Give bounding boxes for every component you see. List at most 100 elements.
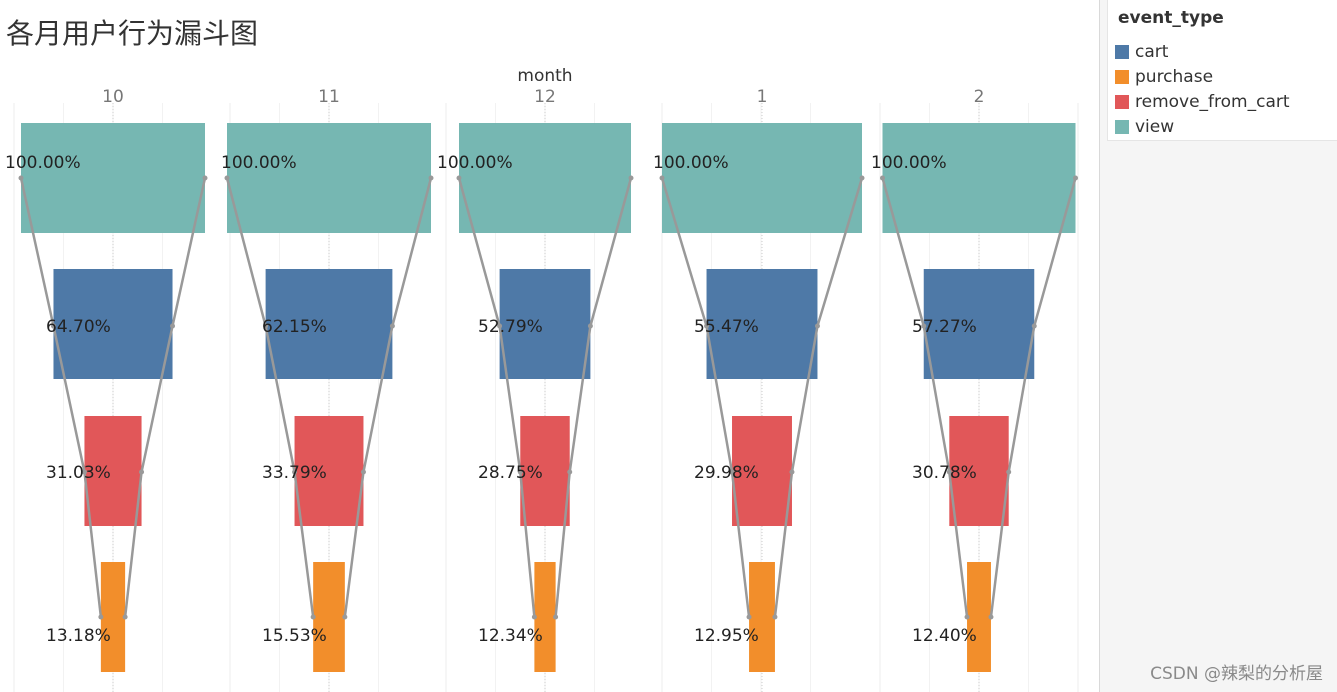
funnel-bar-cart [499,269,591,379]
funnel-bar-view [227,123,431,233]
funnel-outline-point [814,323,820,329]
data-label-cart: 57.27% [912,317,977,337]
legend-item-cart[interactable]: cart [1115,42,1168,62]
funnel-bar-view [882,123,1076,233]
chart-title: 各月用户行为漏斗图 [6,17,259,50]
data-label-cart: 62.15% [262,317,327,337]
legend-item-view[interactable]: view [1115,117,1174,137]
data-label-view: 100.00% [871,153,947,173]
data-label-remove_from_cart: 31.03% [46,463,111,483]
funnel-outline-left [19,177,103,618]
funnel-outline-right [989,177,1077,618]
funnel-outline-point [81,469,87,475]
funnel-outline-point [122,614,128,620]
funnel-outline-point [170,323,176,329]
funnel-bar-purchase [534,562,556,672]
funnel-outline-point [98,614,104,620]
funnel-bar-cart [53,269,173,379]
funnel-outline-point [988,614,994,620]
funnel-outline-point [1031,323,1037,329]
funnel-outline-right [343,177,433,618]
funnel-bar-purchase [749,562,775,672]
funnel-bar-remove_from_cart [732,416,792,526]
data-label-remove_from_cart: 28.75% [478,463,543,483]
funnel-outline-right [554,177,633,618]
funnel-bar-remove_from_cart [294,416,364,526]
funnel-outline-point [789,469,795,475]
funnel-bar-cart [706,269,818,379]
funnel-outline-left [225,177,315,618]
funnel-outline-point [1073,175,1078,181]
funnel-bar-view [21,123,205,233]
funnel-outline-point [497,323,503,329]
legend-swatch-cart [1115,45,1129,59]
month-tick-label: 10 [102,87,124,107]
funnel-outline-point [729,469,735,475]
data-label-purchase: 12.40% [912,626,977,646]
funnel-bar-purchase [313,562,345,672]
funnel-outline-point [517,469,523,475]
legend-swatch-remove-from-cart [1115,95,1129,109]
data-label-cart: 55.47% [694,317,759,337]
funnel-outline-point [567,469,573,475]
funnel-outline-right [773,177,864,618]
month-tick-label: 11 [318,87,340,107]
legend-label-view: view [1135,117,1175,137]
funnel-outline-point [704,323,710,329]
funnel-outline-point [50,323,56,329]
data-label-purchase: 13.18% [46,626,111,646]
watermark: CSDN @辣梨的分析屋 [1150,664,1323,684]
funnel-outline-right [123,177,207,618]
funnel-outline-point [587,323,593,329]
funnel-bar-view [459,123,631,233]
legend-label-cart: cart [1135,42,1169,62]
month-tick-label: 1 [757,87,768,107]
funnel-bar-purchase [100,562,126,672]
funnel-outline-point [139,469,145,475]
x-axis-title: month [517,66,572,86]
funnel-outline-point [746,614,752,620]
funnel-outline-point [428,175,434,181]
funnel-outline-point [342,614,348,620]
funnel-outline-point [659,175,665,181]
legend-title: event_type [1118,8,1224,28]
data-label-cart: 52.79% [478,317,543,337]
data-label-view: 100.00% [437,153,513,173]
funnel-outline-point [263,323,269,329]
funnel-outline-point [389,323,395,329]
funnel-outline-point [628,175,634,181]
funnel-bar-purchase [967,562,991,672]
data-label-remove_from_cart: 33.79% [262,463,327,483]
month-tick-label: 12 [534,87,556,107]
data-label-cart: 64.70% [46,317,111,337]
funnel-bar-remove_from_cart [84,416,142,526]
data-label-view: 100.00% [221,153,297,173]
funnel-bar-remove_from_cart [949,416,1009,526]
funnel-outline-point [553,614,559,620]
data-label-purchase: 15.53% [262,626,327,646]
funnel-bar-cart [923,269,1035,379]
funnel-outline-point [964,614,970,620]
funnel-outline-point [224,175,230,181]
funnel-outline-point [456,175,462,181]
data-label-view: 100.00% [653,153,729,173]
funnel-outline-point [292,469,298,475]
funnel-outline-left [881,177,969,618]
legend-item-purchase[interactable]: purchase [1115,67,1213,87]
funnel-outline-point [310,614,316,620]
funnel-bar-remove_from_cart [520,416,570,526]
data-label-remove_from_cart: 29.98% [694,463,759,483]
data-label-view: 100.00% [5,153,81,173]
funnel-outline-point [1006,469,1012,475]
legend: event_type cart purchase remove_from_car… [1107,0,1337,141]
funnel-outline-point [18,175,24,181]
funnel-outline-left [660,177,751,618]
data-label-purchase: 12.34% [478,626,543,646]
funnel-outline-point [921,323,927,329]
funnel-outline-point [360,469,366,475]
month-tick-label: 2 [974,87,985,107]
funnel-outline-point [531,614,537,620]
legend-item-remove-from-cart[interactable]: remove_from_cart [1115,92,1290,112]
